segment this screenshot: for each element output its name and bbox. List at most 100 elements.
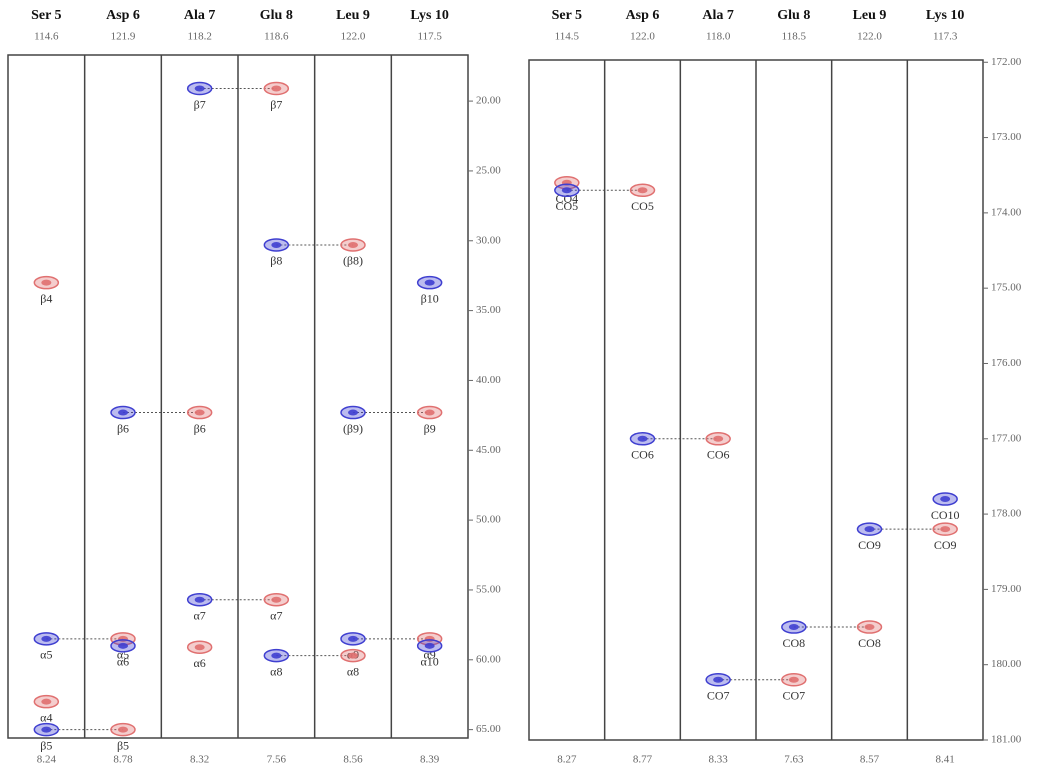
y-tick-label: 40.00 bbox=[476, 374, 501, 386]
peak-core bbox=[788, 624, 799, 631]
y-tick-label: 176.00 bbox=[991, 357, 1022, 369]
h1-shift: 8.56 bbox=[343, 754, 363, 766]
peak-label: β4 bbox=[40, 291, 52, 305]
h1-shift: 7.56 bbox=[267, 754, 287, 766]
peak-label: α4 bbox=[40, 710, 52, 724]
peak-label: CO6 bbox=[707, 448, 730, 462]
peak-label: CO8 bbox=[858, 636, 881, 650]
peak-core bbox=[41, 726, 52, 733]
peak-label: β10 bbox=[421, 291, 439, 305]
peak-label: α7 bbox=[270, 608, 282, 622]
peak-core bbox=[41, 698, 52, 705]
y-tick-label: 35.00 bbox=[476, 304, 501, 316]
y-tick-label: 178.00 bbox=[991, 508, 1022, 520]
peak-core bbox=[194, 85, 205, 92]
peak-label: α5 bbox=[40, 648, 52, 662]
residue-name: Ser 5 bbox=[31, 8, 61, 23]
n15-shift: 122.0 bbox=[857, 31, 882, 43]
peak-label: CO6 bbox=[631, 448, 654, 462]
peak-label: CO5 bbox=[631, 199, 654, 213]
n15-shift: 122.0 bbox=[341, 31, 366, 43]
peak-core bbox=[271, 85, 282, 92]
residue-name: Glu 8 bbox=[777, 8, 810, 23]
peak-core bbox=[271, 652, 282, 659]
peak-core bbox=[940, 526, 951, 533]
peak-label: (β9) bbox=[343, 421, 363, 435]
residue-name: Glu 8 bbox=[260, 8, 293, 23]
y-tick-label: 20.00 bbox=[476, 95, 501, 107]
peak-label: β8 bbox=[270, 254, 282, 268]
peak-core bbox=[41, 635, 52, 642]
peak-label: β7 bbox=[194, 97, 206, 111]
y-tick-label: 173.00 bbox=[991, 131, 1022, 143]
peak-core bbox=[194, 596, 205, 603]
n15-shift: 122.0 bbox=[630, 31, 655, 43]
peak-label: β5 bbox=[117, 738, 129, 752]
residue-name: Lys 10 bbox=[926, 8, 965, 23]
peak-label: α7 bbox=[194, 608, 206, 622]
peak-core bbox=[940, 496, 951, 503]
n15-shift: 118.0 bbox=[706, 31, 731, 43]
h1-shift: 7.63 bbox=[784, 754, 804, 766]
peak-core bbox=[561, 187, 572, 194]
y-tick-label: 174.00 bbox=[991, 206, 1022, 218]
n15-shift: 117.5 bbox=[417, 31, 442, 43]
peak-core bbox=[424, 409, 435, 416]
h1-shift: 8.33 bbox=[709, 754, 729, 766]
h1-shift: 8.57 bbox=[860, 754, 880, 766]
residue-name: Asp 6 bbox=[106, 8, 140, 23]
h1-shift: 8.78 bbox=[113, 754, 133, 766]
y-tick-label: 25.00 bbox=[476, 164, 501, 176]
y-tick-label: 50.00 bbox=[476, 514, 501, 526]
peak-core bbox=[194, 409, 205, 416]
peak-core bbox=[118, 642, 128, 649]
peak-label: CO8 bbox=[782, 636, 805, 650]
peak-label: CO7 bbox=[782, 689, 805, 703]
y-tick-label: 45.00 bbox=[476, 444, 501, 456]
peak-core bbox=[348, 409, 358, 416]
peak-label: α10 bbox=[421, 655, 439, 669]
peak-label: α6 bbox=[117, 655, 129, 669]
y-tick-label: 180.00 bbox=[991, 658, 1022, 670]
y-tick-label: 175.00 bbox=[991, 282, 1022, 294]
h1-shift: 8.27 bbox=[557, 754, 577, 766]
residue-name: Leu 9 bbox=[336, 8, 370, 23]
residue-name: Ala 7 bbox=[184, 8, 216, 23]
peak-core bbox=[194, 644, 205, 651]
y-tick-label: 30.00 bbox=[476, 234, 501, 246]
peak-label: CO9 bbox=[934, 538, 957, 552]
peak-core bbox=[424, 279, 435, 286]
peak-label: β5 bbox=[40, 738, 52, 752]
y-tick-label: 177.00 bbox=[991, 432, 1022, 444]
peak-core bbox=[637, 187, 648, 194]
peak-core bbox=[864, 526, 875, 533]
peak-label: CO5 bbox=[555, 199, 578, 213]
peak-label: β7 bbox=[270, 97, 282, 111]
h1-shift: 8.24 bbox=[37, 754, 57, 766]
residue-name: Leu 9 bbox=[853, 8, 887, 23]
peak-core bbox=[348, 635, 358, 642]
peak-label: β6 bbox=[117, 421, 129, 435]
peak-core bbox=[41, 279, 52, 286]
peak-label: (β8) bbox=[343, 254, 363, 268]
y-tick-label: 60.00 bbox=[476, 653, 501, 665]
peak-core bbox=[271, 596, 282, 603]
residue-name: Lys 10 bbox=[410, 8, 449, 23]
n15-shift: 118.2 bbox=[187, 31, 211, 43]
y-tick-label: 65.00 bbox=[476, 723, 501, 735]
peak-label: CO10 bbox=[931, 508, 960, 522]
h1-shift: 8.39 bbox=[420, 754, 440, 766]
peak-label: CO7 bbox=[707, 689, 730, 703]
peak-label: α6 bbox=[194, 656, 206, 670]
residue-name: Asp 6 bbox=[626, 8, 660, 23]
residue-name: Ala 7 bbox=[702, 8, 734, 23]
h1-shift: 8.41 bbox=[936, 754, 955, 766]
n15-shift: 114.6 bbox=[34, 31, 59, 43]
y-tick-label: 172.00 bbox=[991, 56, 1022, 68]
peak-core bbox=[713, 676, 724, 683]
peak-label: β6 bbox=[194, 421, 206, 435]
residue-name: Ser 5 bbox=[552, 8, 582, 23]
y-tick-label: 179.00 bbox=[991, 583, 1022, 595]
peak-core bbox=[637, 435, 648, 442]
